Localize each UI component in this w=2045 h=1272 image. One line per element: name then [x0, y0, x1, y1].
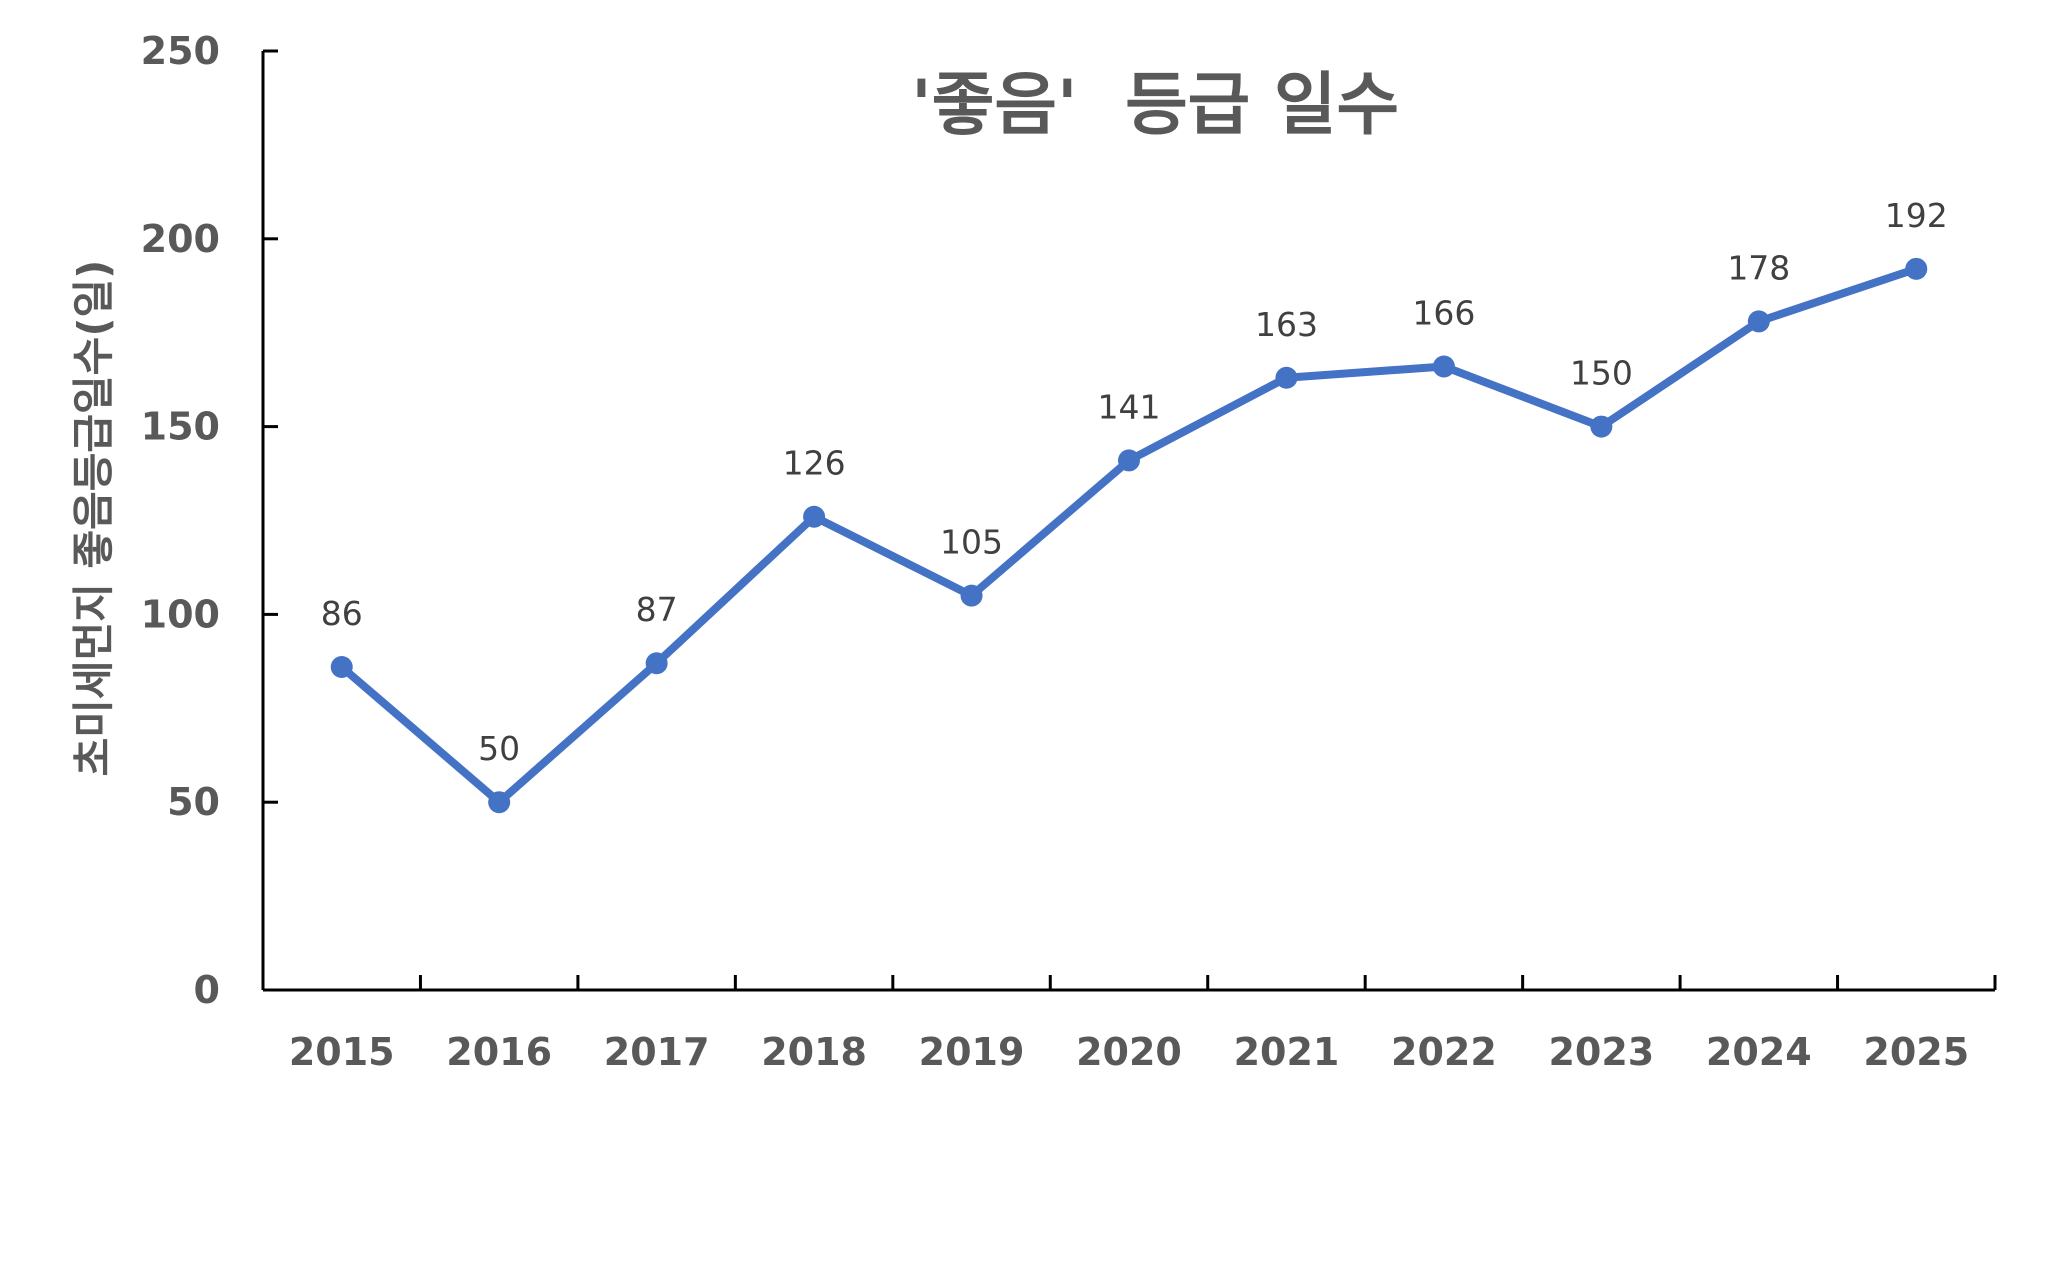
data-point — [1432, 355, 1455, 378]
data-label: 126 — [783, 444, 846, 483]
data-label: 163 — [1255, 305, 1318, 344]
data-label: 86 — [321, 594, 363, 633]
data-label: 192 — [1885, 196, 1948, 235]
y-tick-label: 150 — [141, 405, 220, 449]
x-tick-label: 2018 — [761, 1030, 867, 1074]
chart-title: '좋음' 등급 일수 — [911, 66, 1399, 145]
x-tick-label: 2016 — [446, 1030, 552, 1074]
x-tick-label: 2022 — [1391, 1030, 1497, 1074]
data-point — [330, 655, 353, 678]
data-label: 141 — [1098, 387, 1161, 426]
y-tick-label: 50 — [167, 780, 220, 824]
series: 86 50 87 126 105 141 163 166 150 178 192 — [321, 196, 1948, 814]
axes: 0 50 100 150 200 250 2015 2016 2017 2018 2019 2020 2… — [141, 29, 1997, 1074]
data-point — [645, 652, 668, 675]
x-tick-label: 2025 — [1863, 1030, 1969, 1074]
x-tick-label: 2023 — [1548, 1030, 1654, 1074]
x-tick-label: 2020 — [1076, 1030, 1182, 1074]
x-tick-label: 2019 — [919, 1030, 1025, 1074]
x-tick-label: 2017 — [604, 1030, 710, 1074]
data-point — [1118, 449, 1140, 472]
x-tick-label: 2021 — [1234, 1030, 1340, 1074]
data-label: 150 — [1570, 354, 1633, 393]
data-label: 166 — [1412, 294, 1475, 333]
y-tick-label: 0 — [194, 968, 220, 1012]
x-tick-label: 2024 — [1706, 1030, 1812, 1074]
series-line — [339, 265, 1918, 807]
data-point — [1275, 366, 1298, 389]
y-tick-label: 250 — [141, 29, 220, 73]
data-point — [1590, 415, 1613, 438]
data-label: 50 — [478, 729, 520, 768]
y-tick-label: 100 — [141, 592, 220, 636]
data-point — [960, 584, 983, 607]
data-label: 87 — [636, 590, 678, 629]
data-point — [1747, 310, 1770, 333]
x-tick-label: 2015 — [289, 1030, 395, 1074]
y-axis-label: 초미세먼지 좋음등급일수(일) — [69, 260, 118, 777]
data-point — [803, 505, 826, 528]
data-label: 105 — [940, 523, 1003, 562]
data-label: 178 — [1727, 248, 1790, 287]
data-point — [488, 791, 511, 814]
data-point — [1905, 257, 1928, 280]
y-tick-label: 200 — [141, 217, 220, 261]
